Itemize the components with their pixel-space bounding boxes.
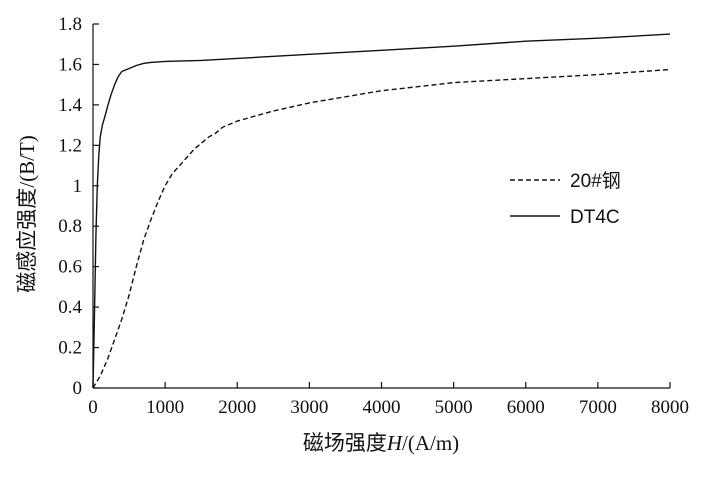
- y-axis-title: 磁感应强度/(B/T): [15, 135, 39, 293]
- y-tick-label: 1.6: [58, 54, 82, 75]
- y-tick-label: 0.2: [58, 338, 82, 359]
- x-tick-label: 4000: [363, 397, 401, 418]
- plot-frame: [92, 24, 670, 389]
- x-tick-label: 7000: [579, 397, 617, 418]
- y-tick-label: 0.4: [58, 297, 82, 318]
- x-axis-title-suffix: /(A/m): [402, 431, 459, 455]
- y-tick-label: 1: [73, 176, 83, 197]
- x-tick-label: 1000: [146, 397, 184, 418]
- x-tick-label: 2000: [218, 397, 256, 418]
- x-axis-title-prefix: 磁场强度: [303, 431, 387, 455]
- x-tick-label: 0: [88, 397, 98, 418]
- y-tick-label: 1.8: [58, 14, 82, 35]
- x-axis-ticks: 0 1000 2000 3000 4000 5000 6000 7000 8000: [88, 382, 689, 418]
- series-layer: [92, 33, 671, 389]
- x-axis-title-variable: H: [386, 431, 404, 455]
- x-tick-label: 6000: [507, 397, 545, 418]
- y-tick-label: 0.6: [58, 257, 82, 278]
- x-tick-label: 3000: [290, 397, 328, 418]
- y-tick-label: 0: [73, 378, 83, 399]
- x-tick-label: 8000: [651, 397, 689, 418]
- x-tick-label: 5000: [435, 397, 473, 418]
- y-tick-label: 1.2: [58, 135, 82, 156]
- x-axis-title: 磁场强度H/(A/m): [303, 431, 459, 455]
- y-tick-label: 0.8: [58, 216, 82, 237]
- series-line: [92, 68, 671, 389]
- y-axis-ticks: 0 0.2 0.4 0.6 0.8 1 1.2 1.4 1.6 1.8: [58, 14, 99, 399]
- series-line: [92, 33, 671, 389]
- y-tick-label: 1.4: [58, 95, 82, 116]
- legend-label: DT4C: [570, 207, 620, 228]
- legend: 20#钢 DT4C: [510, 170, 621, 228]
- legend-label: 20#钢: [570, 170, 621, 192]
